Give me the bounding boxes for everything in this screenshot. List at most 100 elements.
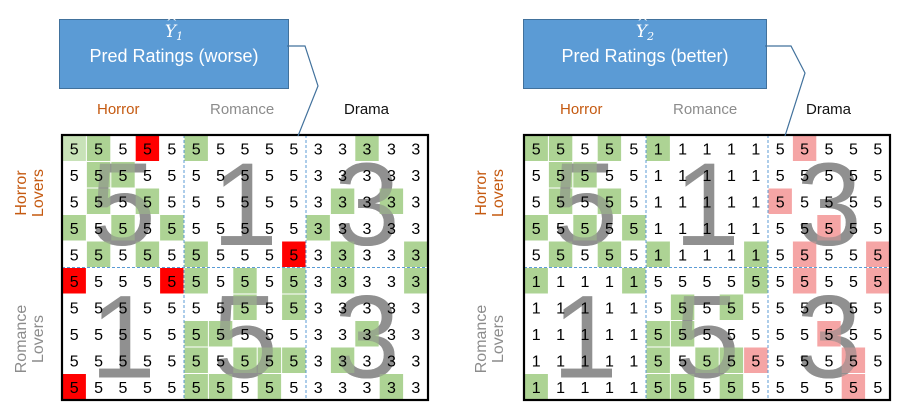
rating-cell-1-6-6: 5	[678, 300, 687, 317]
big-digit-overlay-0-0-0: 5	[90, 139, 156, 271]
right-romance-lovers-text: Romance Lovers	[473, 304, 507, 374]
rating-cell-0-9-2: 5	[119, 380, 128, 397]
rating-cell-1-5-10: 5	[776, 274, 785, 291]
highlight-cell-1-0-0	[524, 135, 548, 161]
rating-cell-1-6-9: 5	[751, 300, 760, 317]
rating-cell-1-0-8: 1	[727, 141, 736, 158]
highlight-cell-1-8-7	[695, 347, 719, 373]
rating-cell-1-1-10: 5	[776, 168, 785, 185]
rating-cell-1-3-12: 5	[825, 221, 834, 238]
rating-cell-1-5-9: 5	[751, 274, 760, 291]
rating-cell-0-2-1: 5	[94, 194, 103, 211]
rating-cell-0-3-13: 3	[387, 221, 396, 238]
rating-cell-1-0-2: 5	[581, 141, 590, 158]
highlight-cell-1-2-10	[768, 188, 792, 214]
big-digit-overlay-1-1-2: 3	[796, 271, 862, 403]
rating-cell-1-9-14: 5	[873, 380, 882, 397]
rating-cell-1-4-14: 5	[873, 247, 882, 264]
rating-cell-1-8-6: 5	[678, 353, 687, 370]
rating-cell-1-9-1: 1	[556, 380, 565, 397]
rating-cell-0-8-5: 5	[192, 353, 201, 370]
left-horror-lovers-text: Horror Lovers	[13, 168, 47, 218]
rating-cell-1-6-12: 5	[825, 300, 834, 317]
highlight-cell-1-3-2	[573, 215, 597, 241]
highlight-cell-1-2-3	[597, 188, 622, 214]
highlight-cell-0-0-3	[135, 135, 160, 161]
rating-cell-0-2-12: 3	[363, 194, 372, 211]
big-digit-1-1-0: 1	[552, 271, 618, 403]
highlight-cell-0-7-5	[184, 321, 208, 347]
rating-cell-0-8-12: 3	[363, 353, 372, 370]
rating-cell-1-2-4: 5	[629, 194, 638, 211]
rating-cell-1-9-12: 5	[825, 380, 834, 397]
rating-cell-1-7-14: 5	[873, 327, 882, 344]
rating-cell-1-6-14: 5	[873, 300, 882, 317]
rating-cell-1-2-10: 5	[776, 194, 785, 211]
big-digit-1-0-1: 1	[674, 139, 740, 271]
left-yhat-letter: Y	[164, 22, 177, 42]
rating-cell-1-7-0: 1	[532, 327, 541, 344]
rating-cell-1-4-1: 5	[556, 247, 565, 264]
highlight-cell-0-6-9	[282, 294, 306, 320]
rating-cell-0-6-4: 5	[167, 300, 176, 317]
rating-cell-1-4-11: 5	[800, 247, 809, 264]
rating-cell-1-2-1: 5	[556, 194, 565, 211]
rating-cell-0-8-0: 5	[70, 353, 79, 370]
rating-cell-0-1-9: 5	[289, 168, 298, 185]
rating-cell-1-1-8: 1	[727, 168, 736, 185]
rating-cell-1-0-5: 1	[654, 141, 663, 158]
rating-cell-1-8-9: 5	[751, 353, 760, 370]
highlight-cell-0-8-11	[330, 347, 355, 373]
highlight-cell-1-7-6	[670, 321, 695, 347]
rating-cell-0-2-3: 5	[143, 194, 152, 211]
left-romance-lovers-label: Romance Lovers	[13, 284, 47, 394]
rating-cell-0-1-1: 5	[94, 168, 103, 185]
highlight-cell-0-9-8	[257, 374, 282, 400]
rating-cell-0-5-5: 5	[192, 274, 201, 291]
rating-cell-0-5-11: 3	[338, 274, 347, 291]
rating-cell-0-2-4: 5	[167, 194, 176, 211]
rating-cell-0-1-10: 3	[314, 168, 323, 185]
rating-cell-0-4-9: 5	[289, 247, 298, 264]
rating-cell-0-5-1: 5	[94, 274, 103, 291]
rating-cell-1-3-6: 1	[678, 221, 687, 238]
rating-cell-0-5-3: 5	[143, 274, 152, 291]
rating-cell-0-6-14: 3	[411, 300, 420, 317]
right-title-callout: ^ Y 2 Pred Ratings (better)	[523, 15, 767, 89]
rating-cell-1-6-4: 1	[629, 300, 638, 317]
right-romance-lovers-label: Romance Lovers	[473, 284, 507, 394]
rating-cell-0-9-7: 5	[241, 380, 250, 397]
rating-cell-1-2-12: 5	[825, 194, 834, 211]
rating-cell-0-7-1: 5	[94, 327, 103, 344]
rating-cell-0-2-11: 3	[338, 194, 347, 211]
rating-cell-1-7-9: 5	[751, 327, 760, 344]
rating-cell-0-4-2: 5	[119, 247, 128, 264]
rating-cell-0-0-14: 3	[411, 141, 420, 158]
rating-cell-1-2-9: 1	[751, 194, 760, 211]
rating-cell-1-5-5: 5	[654, 274, 663, 291]
highlight-cell-0-5-11	[330, 268, 355, 294]
rating-cell-0-7-11: 3	[338, 327, 347, 344]
left-horror-lovers-label: Horror Lovers	[13, 138, 47, 248]
highlight-cell-1-1-2	[573, 162, 597, 188]
rating-cell-0-9-4: 5	[167, 380, 176, 397]
rating-cell-0-1-4: 5	[167, 168, 176, 185]
rating-cell-0-3-4: 5	[167, 221, 176, 238]
rating-cell-1-6-11: 5	[800, 300, 809, 317]
rating-cell-0-1-2: 5	[119, 168, 128, 185]
rating-cell-0-6-11: 3	[338, 300, 347, 317]
rating-cell-1-9-8: 5	[727, 380, 736, 397]
rating-cell-0-9-10: 3	[314, 380, 323, 397]
rating-cell-0-4-14: 3	[411, 247, 420, 264]
rating-cell-0-0-6: 5	[216, 141, 225, 158]
rating-cell-1-2-7: 1	[703, 194, 712, 211]
big-digit-overlay-1-0-2: 3	[796, 139, 862, 271]
rating-cell-0-0-8: 5	[265, 141, 274, 158]
highlight-cell-0-5-9	[282, 268, 306, 294]
rating-cell-1-8-1: 1	[556, 353, 565, 370]
highlight-cell-0-2-13	[379, 188, 404, 214]
rating-cell-1-9-7: 5	[703, 380, 712, 397]
rating-cell-1-1-1: 5	[556, 168, 565, 185]
rating-cell-0-0-11: 3	[338, 141, 347, 158]
rating-cell-1-3-5: 1	[654, 221, 663, 238]
